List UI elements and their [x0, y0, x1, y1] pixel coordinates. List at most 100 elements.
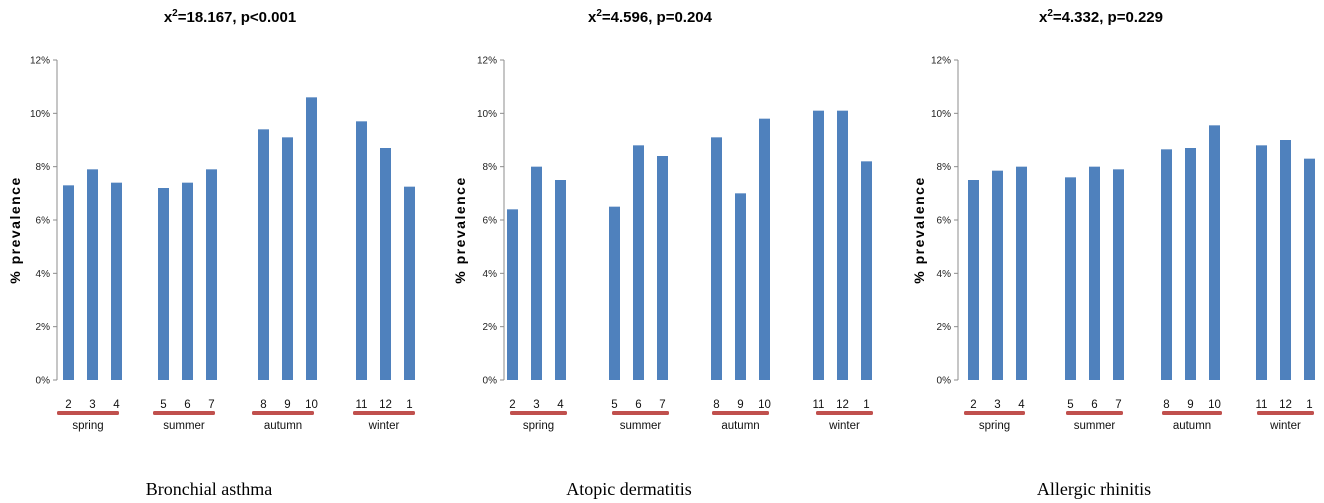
season-bar-winter	[353, 411, 415, 415]
chart-title-text: x	[588, 9, 597, 26]
season-bar-winter	[816, 411, 873, 415]
x-tick-label: 1	[1306, 399, 1312, 411]
chart-title-superscript: 2	[172, 8, 178, 19]
x-tick-label: 4	[1018, 399, 1025, 411]
y-tick-label: 0%	[937, 376, 952, 387]
bar-month-6	[1089, 166, 1100, 380]
x-tick-label: 8	[260, 399, 266, 411]
y-tick-label: 12%	[30, 56, 50, 67]
y-tick-label: 8%	[937, 162, 952, 173]
bar-month-11	[356, 121, 367, 380]
bar-month-5	[1065, 177, 1076, 380]
x-tick-label: 12	[379, 399, 392, 411]
x-tick-label: 10	[1208, 399, 1221, 411]
x-tick-label: 2	[65, 399, 71, 411]
bar-month-8	[711, 137, 722, 380]
season-label: autumn	[721, 420, 759, 432]
y-tick-label: 10%	[477, 109, 497, 120]
x-tick-label: 10	[305, 399, 318, 411]
bar-month-11	[1256, 145, 1267, 380]
y-tick-label: 0%	[36, 376, 51, 387]
x-tick-label: 9	[1187, 399, 1193, 411]
y-tick-label: 4%	[483, 269, 498, 280]
bar-month-4	[555, 180, 566, 380]
bar-month-9	[1185, 148, 1196, 380]
season-bar-autumn	[712, 411, 769, 415]
bar-month-3	[87, 169, 98, 380]
x-tick-label: 7	[1115, 399, 1121, 411]
bar-month-11	[813, 110, 824, 381]
chart-title: x2=4.596, p=0.204	[588, 8, 713, 26]
y-tick-label: 8%	[36, 162, 51, 173]
season-bar-autumn	[1162, 411, 1222, 415]
x-tick-label: 9	[737, 399, 743, 411]
x-tick-label: 12	[836, 399, 849, 411]
x-tick-label: 8	[1163, 399, 1169, 411]
y-tick-label: 10%	[30, 109, 50, 120]
bar-month-3	[992, 170, 1003, 380]
bar-month-2	[63, 185, 74, 380]
y-axis-label: % prevalence	[911, 176, 927, 284]
season-label: winter	[368, 420, 400, 432]
x-tick-label: 11	[813, 399, 825, 411]
x-tick-label: 3	[994, 399, 1000, 411]
bar-month-4	[1016, 166, 1027, 380]
bar-month-7	[657, 156, 668, 380]
chart-title-superscript: 2	[596, 8, 602, 19]
x-tick-label: 2	[509, 399, 515, 411]
bar-month-6	[633, 145, 644, 380]
bar-month-12	[1280, 140, 1291, 380]
x-tick-label: 6	[184, 399, 190, 411]
chart-title-superscript: 2	[1047, 8, 1053, 19]
x-tick-label: 7	[208, 399, 214, 411]
season-bar-spring	[510, 411, 567, 415]
season-label: winter	[828, 420, 860, 432]
bar-month-7	[206, 169, 217, 380]
x-tick-label: 1	[863, 399, 869, 411]
chart-caption: Atopic dermatitis	[566, 479, 691, 499]
x-tick-label: 10	[758, 399, 771, 411]
x-tick-label: 6	[635, 399, 641, 411]
bar-month-6	[182, 182, 193, 380]
bar-month-2	[968, 180, 979, 380]
season-label: summer	[620, 420, 662, 432]
chart-caption: Allergic rhinitis	[1037, 479, 1151, 499]
season-bar-spring	[57, 411, 119, 415]
season-bar-winter	[1257, 411, 1314, 415]
y-tick-label: 8%	[483, 162, 498, 173]
x-tick-label: 6	[1091, 399, 1097, 411]
bar-month-1	[861, 161, 872, 380]
bar-month-2	[507, 209, 518, 380]
y-tick-label: 6%	[36, 216, 51, 227]
x-tick-label: 7	[659, 399, 665, 411]
bar-month-12	[380, 148, 391, 380]
y-tick-label: 12%	[931, 56, 951, 67]
y-tick-label: 10%	[931, 109, 951, 120]
x-tick-label: 5	[611, 399, 617, 411]
season-label: spring	[72, 420, 103, 432]
bar-month-10	[1209, 125, 1220, 380]
y-axis-label: % prevalence	[452, 176, 468, 284]
bar-month-3	[531, 166, 542, 380]
season-bar-summer	[1066, 411, 1123, 415]
chart-title-stat: =18.167, p<0.001	[178, 9, 296, 26]
season-label: summer	[163, 420, 205, 432]
x-tick-label: 11	[1256, 399, 1268, 411]
season-bar-spring	[964, 411, 1025, 415]
bar-month-5	[609, 206, 620, 380]
y-tick-label: 2%	[36, 322, 51, 333]
x-tick-label: 1	[406, 399, 412, 411]
x-tick-label: 2	[970, 399, 976, 411]
y-tick-label: 6%	[483, 216, 498, 227]
y-tick-label: 4%	[937, 269, 952, 280]
bar-month-9	[735, 193, 746, 380]
chart-caption: Bronchial asthma	[146, 479, 272, 499]
chart-title: x2=18.167, p<0.001	[164, 8, 296, 26]
bar-month-12	[837, 110, 848, 381]
x-tick-label: 5	[1067, 399, 1073, 411]
chart-title-stat: =4.332, p=0.229	[1053, 9, 1163, 26]
bar-month-10	[306, 97, 317, 380]
